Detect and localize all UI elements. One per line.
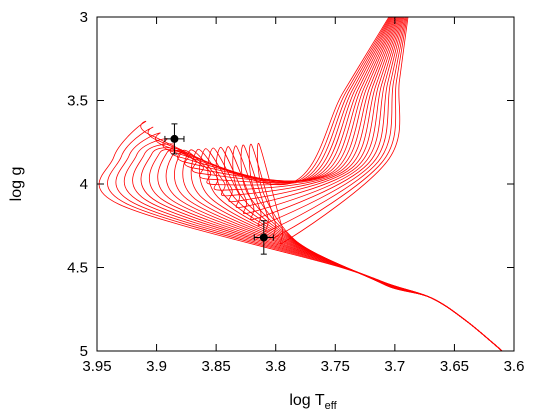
- star-point-0: [164, 123, 185, 155]
- x-tick-label: 3.95: [82, 358, 111, 375]
- x-tick-label: 3.65: [440, 358, 469, 375]
- isochrone-line: [190, 17, 503, 351]
- isochrone-line: [224, 17, 503, 351]
- y-tick-label: 3: [80, 9, 88, 26]
- x-tick-label: 3.9: [146, 358, 167, 375]
- y-axis-ticks: 3 3.5 4 4.5 5: [67, 9, 514, 360]
- star-marker: [170, 134, 179, 143]
- x-axis-ticks: 3.95 3.9 3.85 3.8 3.75 3.7 3.65 3.6: [82, 17, 524, 375]
- isochrone-line: [182, 17, 503, 351]
- isochrone-curves: [98, 17, 503, 351]
- y-tick-label: 5: [80, 343, 88, 360]
- isochrone-line: [174, 17, 503, 351]
- isochrone-line: [215, 17, 503, 351]
- x-tick-label: 3.6: [504, 358, 525, 375]
- isochrone-line: [107, 17, 503, 351]
- y-tick-label: 4.5: [67, 260, 88, 277]
- isochrone-line: [140, 17, 503, 351]
- star-marker: [259, 233, 268, 242]
- y-tick-label: 3.5: [67, 93, 88, 110]
- x-tick-label: 3.7: [384, 358, 405, 375]
- isochrone-line: [256, 17, 503, 351]
- plot-frame: [96, 16, 515, 352]
- isochrone-line: [124, 17, 503, 351]
- y-axis-label: log g: [8, 167, 25, 202]
- star-point-1: [253, 220, 274, 255]
- observed-stars: [164, 123, 274, 255]
- x-tick-label: 3.85: [202, 358, 231, 375]
- x-tick-label: 3.75: [321, 358, 350, 375]
- x-axis-label: log Teff: [289, 392, 337, 412]
- x-tick-label: 3.8: [265, 358, 286, 375]
- y-tick-label: 4: [80, 176, 88, 193]
